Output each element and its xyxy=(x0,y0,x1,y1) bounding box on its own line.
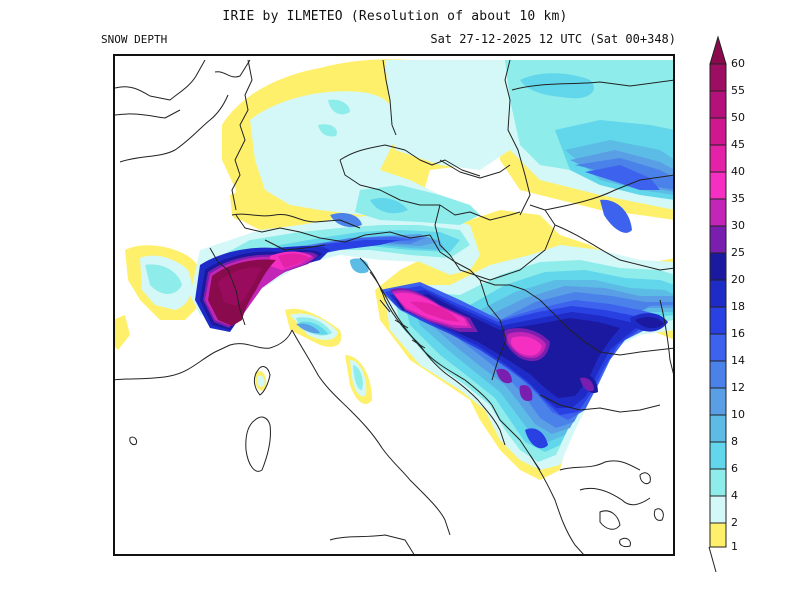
legend-label: 10 xyxy=(731,408,745,421)
legend-label: 14 xyxy=(731,354,745,367)
legend-label: 20 xyxy=(731,273,745,286)
colorbar-swatches xyxy=(708,35,727,573)
legend-label: 16 xyxy=(731,327,745,340)
chart-title: IRIE by ILMETEO (Resolution of about 10 … xyxy=(222,9,568,24)
colorbar-legend: 60 55 50 45 40 35 30 25 20 18 16 14 12 1… xyxy=(700,30,790,590)
legend-label: 40 xyxy=(731,165,745,178)
coastlines-borders xyxy=(115,59,673,554)
legend-label: 12 xyxy=(731,381,745,394)
snow-depth-map xyxy=(113,54,675,556)
snow-40-45cm xyxy=(278,253,460,322)
legend-label: 35 xyxy=(731,192,745,205)
legend-label: 2 xyxy=(731,516,738,529)
legend-label: 55 xyxy=(731,84,745,97)
legend-label: 25 xyxy=(731,246,745,259)
legend-label: 60 xyxy=(731,57,745,70)
valid-time-label: Sat 27-12-2025 12 UTC (Sat 00+348) xyxy=(430,32,676,46)
snow-50-55cm xyxy=(218,267,262,306)
legend-label: 4 xyxy=(731,489,738,502)
legend-label: 50 xyxy=(731,111,745,124)
field-label: SNOW DEPTH xyxy=(101,33,168,46)
snow-over-60cm xyxy=(208,259,276,326)
legend-label: 8 xyxy=(731,435,738,448)
legend-label: 45 xyxy=(731,138,745,151)
legend-label: 6 xyxy=(731,462,738,475)
legend-label: 1 xyxy=(731,540,738,553)
legend-label: 18 xyxy=(731,300,745,313)
legend-label: 30 xyxy=(731,219,745,232)
map-canvas xyxy=(115,59,673,554)
